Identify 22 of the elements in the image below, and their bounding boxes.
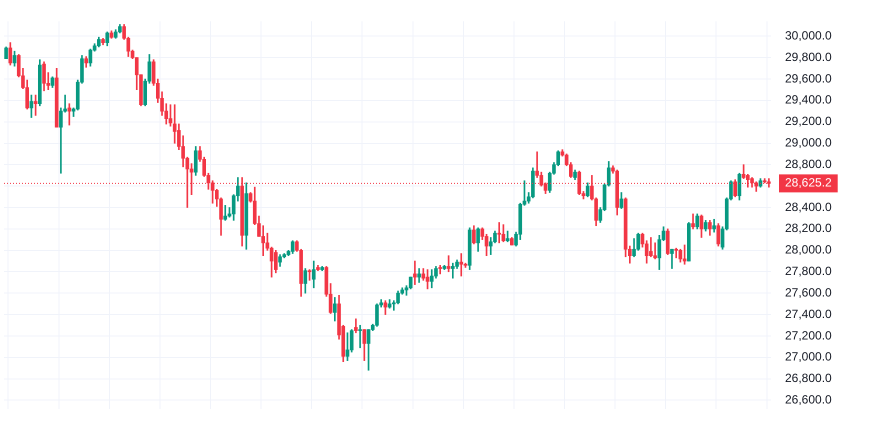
candlestick <box>346 332 350 361</box>
y-tick-label: 27,400.0 <box>785 306 832 321</box>
y-tick-label: 28,800.0 <box>785 156 832 171</box>
y-tick-label: 27,600.0 <box>785 285 832 300</box>
y-tick-label: 29,000.0 <box>785 136 832 150</box>
y-tick-label: 28,200.0 <box>785 221 832 236</box>
candlestick <box>426 269 430 290</box>
ref-line-label: 28,625.2 <box>785 176 832 190</box>
y-tick-label: 29,200.0 <box>785 114 832 128</box>
candlestick <box>670 248 674 269</box>
y-tick-label: 26,800.0 <box>785 371 832 386</box>
y-tick-label: 26,600.0 <box>785 392 832 407</box>
y-tick-label: 29,400.0 <box>785 92 832 107</box>
y-tick-label: 28,400.0 <box>785 200 832 214</box>
y-tick-label: 27,800.0 <box>785 264 832 278</box>
y-tick-label: 27,000.0 <box>785 350 832 364</box>
candlestick <box>308 269 312 281</box>
y-tick-label: 30,000.0 <box>785 28 832 43</box>
y-tick-label: 29,600.0 <box>785 71 832 86</box>
y-tick-label: 29,800.0 <box>785 50 832 64</box>
y-tick-label: 28,000.0 <box>785 242 832 257</box>
y-tick-label: 27,200.0 <box>785 328 832 342</box>
